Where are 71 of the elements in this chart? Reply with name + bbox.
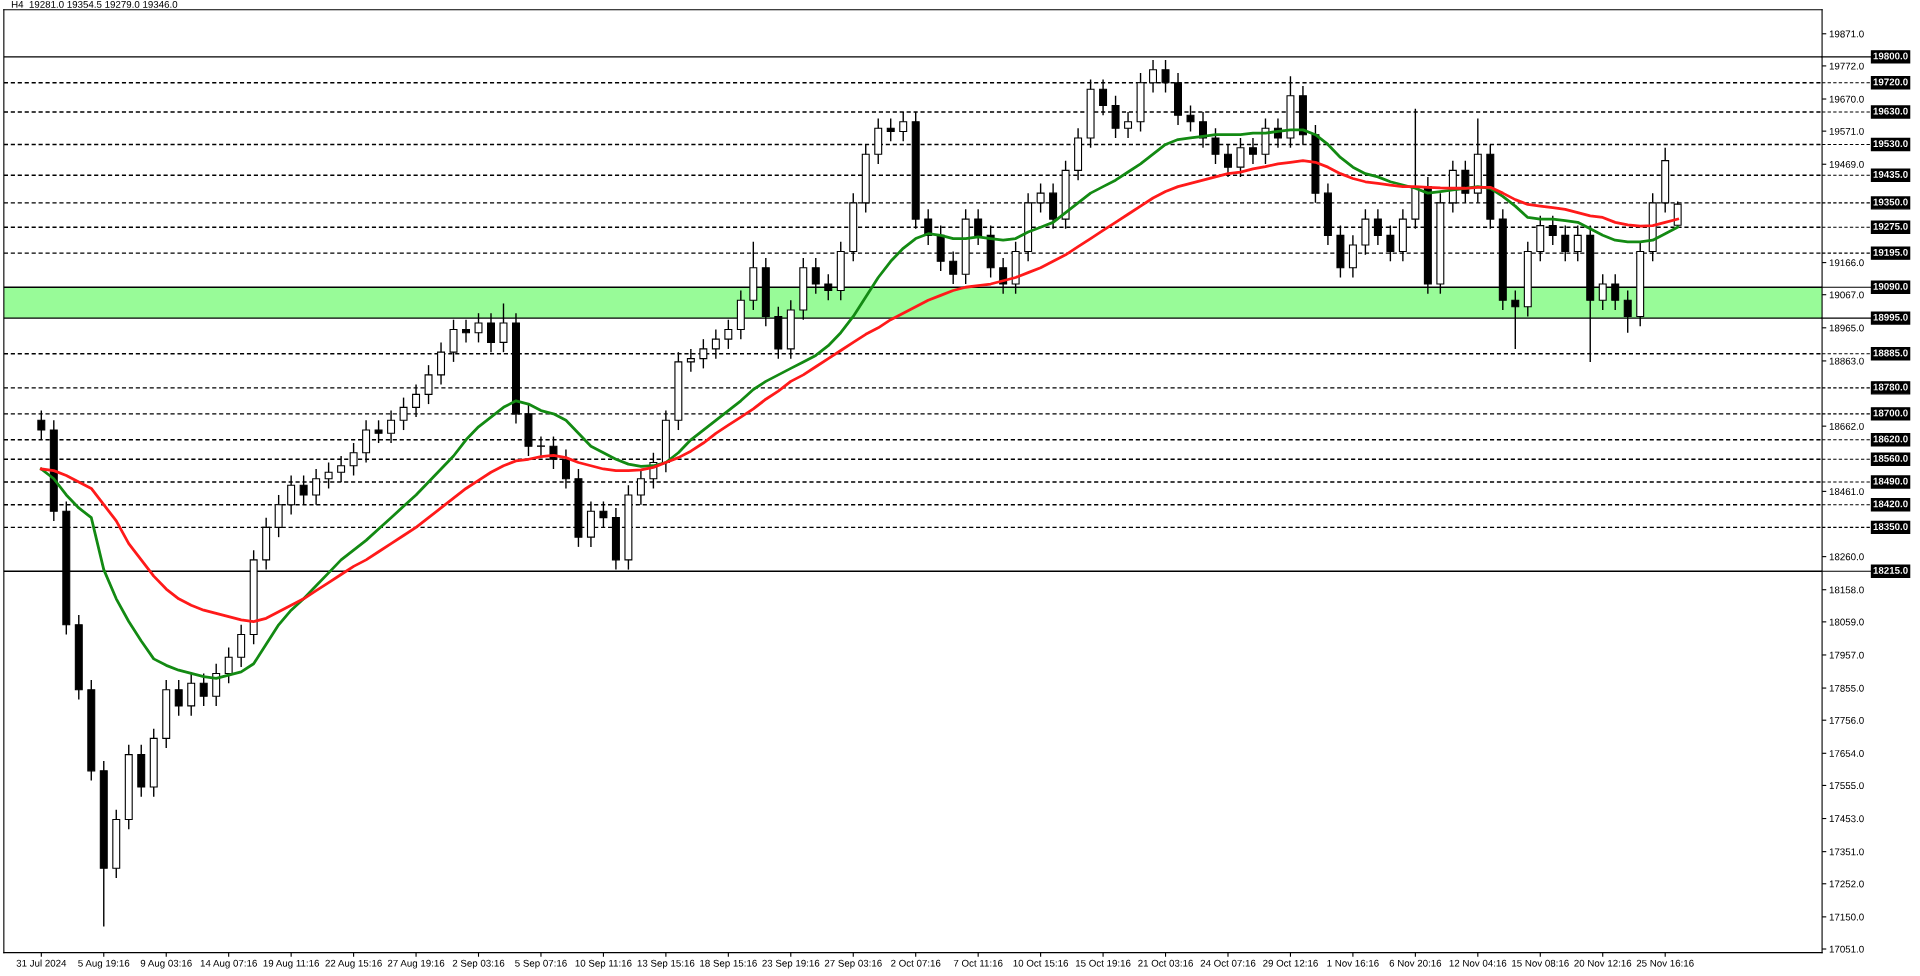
y-tick-label: 17351.0	[1829, 848, 1864, 856]
y-tick-label: 17957.0	[1829, 651, 1864, 659]
ref-line-label: 18700.0	[1873, 409, 1908, 417]
ref-line-label: 19720.0	[1873, 78, 1908, 86]
ref-line-label: 19530.0	[1873, 140, 1908, 148]
x-tick-label: 2 Oct 07:16	[891, 959, 941, 967]
x-tick-label: 27 Aug 19:16	[387, 959, 445, 969]
x-tick-label: 5 Sep 07:16	[515, 959, 567, 969]
ref-line-label: 18350.0	[1873, 523, 1908, 531]
x-tick-label: 24 Oct 07:16	[1200, 959, 1256, 967]
y-tick-label: 17252.0	[1829, 880, 1864, 888]
y-tick-label: 19670.0	[1829, 95, 1864, 103]
x-tick-label: 18 Sep 15:16	[700, 959, 757, 969]
ref-line-label: 18995.0	[1873, 313, 1908, 321]
y-tick-label: 18461.0	[1829, 488, 1864, 496]
y-tick-label: 19571.0	[1829, 127, 1864, 135]
x-tick-label: 31 Jul 2024	[16, 959, 67, 967]
chart-title: H4 19281.0 19354.5 19279.0 19346.0	[11, 0, 178, 8]
y-tick-label: 19067.0	[1829, 291, 1864, 299]
y-tick-label: 17051.0	[1829, 945, 1864, 953]
y-tick-label: 17453.0	[1829, 815, 1864, 823]
x-tick-label: 15 Oct 19:16	[1075, 959, 1131, 967]
x-tick-label: 21 Oct 03:16	[1138, 959, 1193, 967]
y-tick-label: 18059.0	[1829, 618, 1864, 626]
x-tick-label: 19 Aug 11:16	[263, 959, 320, 969]
y-tick-label: 18260.0	[1829, 553, 1864, 561]
ref-line-label: 18780.0	[1873, 383, 1908, 391]
ref-line-label: 19435.0	[1873, 171, 1908, 178]
x-tick-label: 27 Sep 03:16	[824, 959, 882, 969]
y-tick-label: 17150.0	[1829, 913, 1864, 921]
ref-line-label: 18215.0	[1873, 566, 1908, 574]
y-tick-label: 17756.0	[1829, 716, 1864, 724]
ref-line-label: 18560.0	[1873, 454, 1908, 462]
y-tick-label: 19772.0	[1829, 62, 1864, 70]
y-tick-label: 19469.0	[1829, 160, 1864, 168]
x-tick-label: 10 Sep 11:16	[575, 959, 632, 969]
x-tick-label: 9 Aug 03:16	[140, 959, 192, 969]
x-tick-label: 23 Sep 19:16	[762, 959, 820, 969]
x-tick-label: 20 Nov 12:16	[1574, 959, 1632, 967]
x-tick-label: 13 Sep 15:16	[637, 959, 695, 969]
x-tick-label: 12 Nov 04:16	[1449, 959, 1507, 967]
ref-line-label: 18420.0	[1873, 500, 1908, 508]
y-tick-label: 18863.0	[1829, 357, 1864, 365]
x-tick-label: 15 Nov 08:16	[1512, 959, 1569, 967]
y-tick-label: 17654.0	[1829, 750, 1864, 757]
ref-line-label: 18620.0	[1873, 435, 1908, 443]
x-tick-label: 29 Oct 12:16	[1263, 959, 1318, 967]
x-tick-label: 2 Sep 03:16	[452, 959, 505, 969]
ref-line-label: 18490.0	[1873, 477, 1908, 485]
y-tick-label: 18158.0	[1829, 586, 1864, 594]
y-tick-label: 17855.0	[1829, 684, 1864, 692]
y-tick-label: 19871.0	[1829, 30, 1864, 38]
ref-line-label: 19630.0	[1873, 107, 1908, 115]
x-tick-label: 6 Nov 20:16	[1389, 959, 1442, 967]
ref-line-label: 19195.0	[1873, 248, 1908, 256]
x-tick-label: 7 Oct 11:16	[953, 959, 1003, 967]
y-tick-label: 18965.0	[1829, 324, 1864, 332]
ref-line-label: 19275.0	[1873, 222, 1908, 230]
y-tick-label: 18662.0	[1829, 422, 1864, 430]
x-tick-label: 5 Aug 19:16	[78, 959, 130, 969]
y-tick-label: 19166.0	[1829, 259, 1864, 267]
x-tick-label: 25 Nov 16:16	[1636, 959, 1694, 967]
x-tick-label: 1 Nov 16:16	[1327, 959, 1379, 967]
y-tick-label: 17555.0	[1829, 782, 1864, 790]
x-tick-label: 22 Aug 15:16	[325, 959, 382, 969]
ref-line-label: 19350.0	[1873, 198, 1908, 206]
x-tick-label: 14 Aug 07:16	[200, 959, 257, 969]
ref-line-label: 19800.0	[1873, 52, 1908, 60]
ref-line-label: 18885.0	[1873, 349, 1908, 357]
ref-line-label: 19090.0	[1873, 282, 1908, 290]
x-tick-label: 10 Oct 15:16	[1013, 959, 1069, 967]
